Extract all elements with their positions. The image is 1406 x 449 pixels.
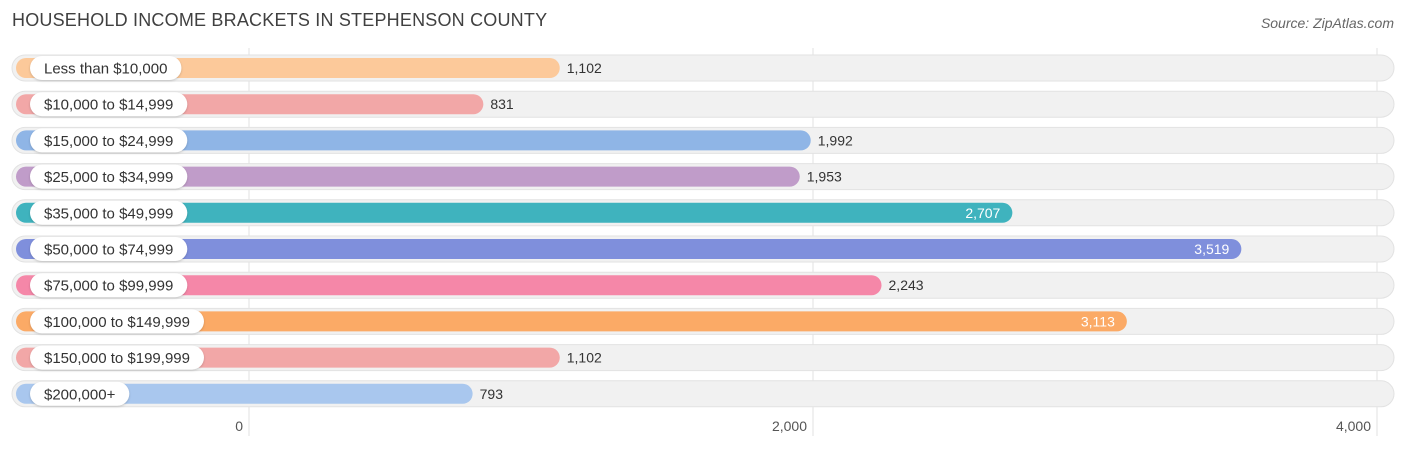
value-label: 3,113 — [1081, 313, 1115, 329]
category-label: $75,000 to $99,999 — [44, 278, 173, 295]
category-pill — [30, 309, 204, 334]
chart-title: HOUSEHOLD INCOME BRACKETS IN STEPHENSON … — [12, 10, 548, 30]
x-tick-label: 2,000 — [772, 418, 807, 434]
category-pill — [30, 128, 188, 153]
value-label: 1,102 — [567, 60, 602, 76]
x-tick-label: 0 — [235, 418, 243, 434]
category-label: $15,000 to $24,999 — [44, 133, 173, 150]
category-label: $50,000 to $74,999 — [44, 242, 173, 259]
value-label: 2,243 — [889, 277, 924, 293]
value-label: 1,992 — [818, 132, 853, 148]
category-label: $200,000+ — [44, 386, 116, 403]
category-label: $150,000 to $199,999 — [44, 350, 190, 367]
category-pill — [30, 164, 188, 189]
bar — [16, 166, 800, 187]
value-label: 831 — [490, 96, 514, 112]
category-pill — [30, 92, 188, 117]
bar — [16, 202, 1013, 223]
category-label: $100,000 to $149,999 — [44, 314, 190, 331]
bar — [16, 130, 811, 151]
category-pill — [30, 273, 188, 298]
value-label: 793 — [480, 386, 504, 402]
bar — [16, 275, 882, 296]
category-label: Less than $10,000 — [44, 61, 167, 78]
bar — [16, 383, 473, 404]
value-label: 1,102 — [567, 350, 602, 366]
category-label: $25,000 to $34,999 — [44, 169, 173, 186]
value-label: 2,707 — [965, 205, 1000, 221]
source-label: Source: ZipAtlas.com — [1260, 15, 1394, 31]
category-pill — [30, 345, 204, 370]
bar — [16, 311, 1127, 332]
category-pill — [30, 237, 188, 261]
category-pill — [30, 200, 188, 225]
value-label: 1,953 — [807, 169, 842, 185]
value-label: 3,519 — [1194, 241, 1229, 257]
x-tick-label: 4,000 — [1336, 418, 1371, 434]
bar — [16, 239, 1242, 259]
category-pill — [30, 56, 182, 80]
category-pill — [30, 381, 130, 406]
category-label: $35,000 to $49,999 — [44, 205, 173, 222]
category-label: $10,000 to $14,999 — [44, 97, 173, 114]
